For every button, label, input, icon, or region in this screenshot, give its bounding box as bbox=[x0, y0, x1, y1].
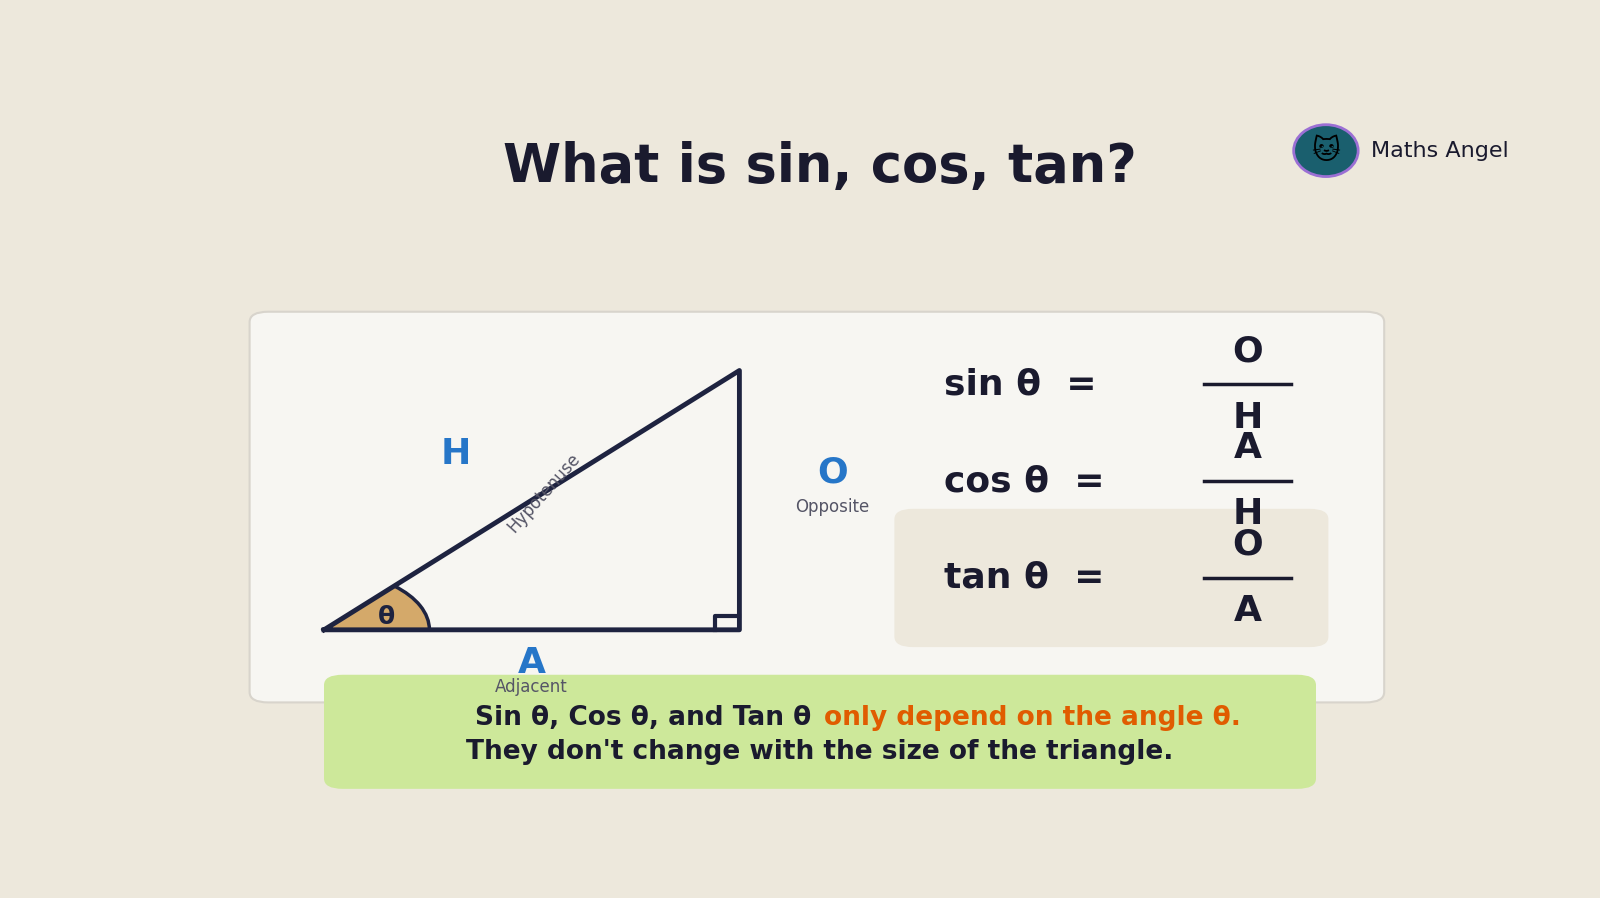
Text: H: H bbox=[1232, 401, 1262, 435]
Text: Opposite: Opposite bbox=[795, 498, 869, 516]
Text: $\mathbf{\theta}$: $\mathbf{\theta}$ bbox=[378, 604, 395, 629]
Text: They don't change with the size of the triangle.: They don't change with the size of the t… bbox=[466, 739, 1174, 765]
Text: tan θ  =: tan θ = bbox=[944, 561, 1104, 595]
Text: A: A bbox=[1234, 431, 1262, 465]
FancyBboxPatch shape bbox=[323, 674, 1315, 788]
Text: Sin θ, Cos θ, and Tan θ: Sin θ, Cos θ, and Tan θ bbox=[475, 705, 819, 731]
Text: O: O bbox=[1232, 528, 1262, 562]
Wedge shape bbox=[323, 586, 429, 629]
Text: 🐱: 🐱 bbox=[1312, 136, 1341, 164]
Text: A: A bbox=[518, 646, 546, 680]
Text: cos θ  =: cos θ = bbox=[944, 464, 1104, 498]
FancyBboxPatch shape bbox=[250, 312, 1384, 702]
Text: H: H bbox=[442, 437, 472, 471]
Text: Adjacent: Adjacent bbox=[496, 677, 568, 696]
Text: What is sin, cos, tan?: What is sin, cos, tan? bbox=[502, 140, 1138, 192]
Text: Hypotenuse: Hypotenuse bbox=[504, 450, 584, 536]
Text: only depend on the angle θ.: only depend on the angle θ. bbox=[824, 705, 1240, 731]
Text: O: O bbox=[818, 455, 848, 489]
Text: Maths Angel: Maths Angel bbox=[1371, 141, 1509, 161]
Text: O: O bbox=[1232, 334, 1262, 368]
Text: sin θ  =: sin θ = bbox=[944, 367, 1096, 401]
FancyBboxPatch shape bbox=[894, 509, 1328, 647]
Text: A: A bbox=[1234, 594, 1262, 628]
Ellipse shape bbox=[1294, 125, 1358, 177]
Polygon shape bbox=[323, 371, 739, 629]
Text: H: H bbox=[1232, 497, 1262, 532]
